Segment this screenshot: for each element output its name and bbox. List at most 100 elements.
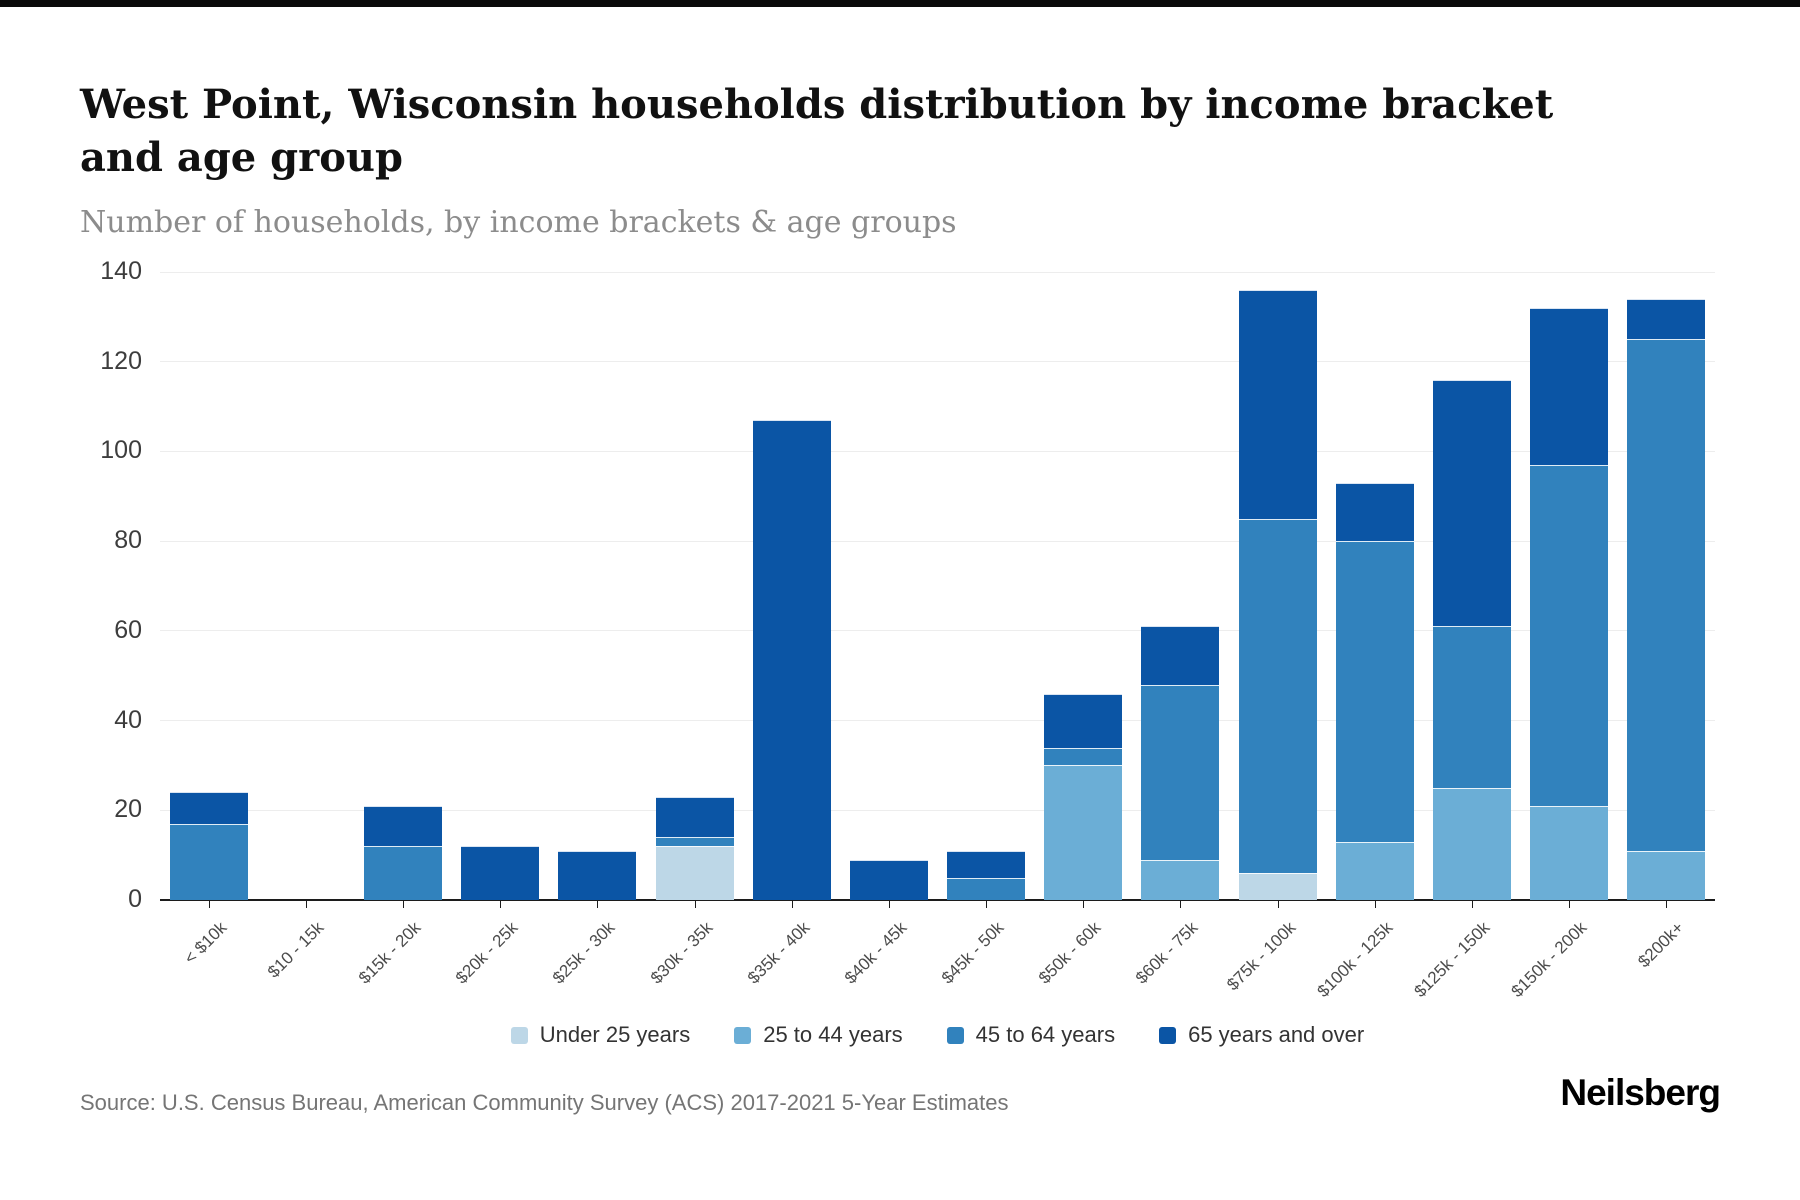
bar-< $10k bbox=[170, 792, 248, 900]
x-axis-tick-label: $75k - 100k bbox=[1222, 918, 1300, 995]
bar-segment[interactable] bbox=[947, 877, 1025, 900]
legend-label: 25 to 44 years bbox=[763, 1022, 903, 1047]
x-axis-tick bbox=[888, 901, 890, 908]
legend-item[interactable]: 65 years and over bbox=[1159, 1022, 1364, 1048]
bar-segment[interactable] bbox=[1530, 464, 1608, 806]
bar-segment[interactable] bbox=[1239, 289, 1317, 519]
bar-segment[interactable] bbox=[1336, 482, 1414, 542]
x-axis-tick bbox=[986, 901, 988, 908]
bar-$150k - 200k bbox=[1530, 307, 1608, 900]
bar-segment[interactable] bbox=[1044, 765, 1122, 900]
bar-$45k - 50k bbox=[947, 850, 1025, 900]
bar-segment[interactable] bbox=[1044, 747, 1122, 766]
bar-segment[interactable] bbox=[1141, 626, 1219, 685]
bar-segment[interactable] bbox=[1627, 339, 1705, 851]
x-axis-line bbox=[160, 899, 1715, 901]
bar-$100k - 125k bbox=[1336, 482, 1414, 900]
legend-item[interactable]: Under 25 years bbox=[510, 1022, 690, 1048]
x-axis-tick bbox=[1472, 901, 1474, 908]
bar-segment[interactable] bbox=[170, 823, 248, 900]
y-axis-tick-label: 60 bbox=[114, 615, 142, 644]
bar-segment[interactable] bbox=[1044, 693, 1122, 748]
x-axis-tick bbox=[500, 901, 502, 908]
brand-logo: Neilsberg bbox=[1560, 1072, 1721, 1113]
bar-$25k - 30k bbox=[558, 850, 636, 900]
legend-swatch-icon bbox=[1159, 1026, 1177, 1044]
bar-segment[interactable] bbox=[1433, 787, 1511, 900]
bar-segment[interactable] bbox=[1239, 518, 1317, 874]
legend-item[interactable]: 45 to 64 years bbox=[946, 1022, 1116, 1048]
bar-segment[interactable] bbox=[364, 846, 442, 900]
bar-segment[interactable] bbox=[1336, 841, 1414, 900]
y-axis-tick-label: 80 bbox=[114, 526, 142, 555]
y-axis-tick-label: 140 bbox=[100, 257, 142, 285]
bar-segment[interactable] bbox=[656, 846, 734, 900]
bar-$75k - 100k bbox=[1239, 289, 1317, 900]
x-axis-tick bbox=[402, 901, 404, 908]
bar-segment[interactable] bbox=[1530, 805, 1608, 900]
bar-segment[interactable] bbox=[1627, 298, 1705, 340]
source-attribution: Source: U.S. Census Bureau, American Com… bbox=[80, 1090, 1009, 1115]
bar-$50k - 60k bbox=[1044, 693, 1122, 900]
gridline bbox=[160, 271, 1715, 273]
x-axis-tick-label: $200k+ bbox=[1634, 918, 1688, 972]
x-axis-tick-label: $125k - 150k bbox=[1410, 918, 1494, 1001]
gridline bbox=[160, 720, 1715, 722]
bar-segment[interactable] bbox=[753, 420, 831, 900]
y-axis-tick-label: 0 bbox=[128, 885, 142, 913]
legend-label: 65 years and over bbox=[1188, 1022, 1365, 1047]
bar-segment[interactable] bbox=[850, 859, 928, 900]
x-axis-tick-label: $10 - 15k bbox=[263, 918, 328, 982]
gridline bbox=[160, 540, 1715, 542]
bar-segment[interactable] bbox=[1141, 684, 1219, 860]
legend: Under 25 years 25 to 44 years 45 to 64 yea… bbox=[160, 1022, 1715, 1048]
bar-segment[interactable] bbox=[1336, 541, 1414, 842]
bar-segment[interactable] bbox=[558, 850, 636, 900]
x-axis-tick bbox=[791, 901, 793, 908]
y-axis-tick-label: 20 bbox=[114, 795, 142, 824]
plot-area bbox=[160, 271, 1715, 901]
bar-segment[interactable] bbox=[1530, 307, 1608, 465]
bar-$35k - 40k bbox=[753, 420, 831, 900]
gridline bbox=[160, 630, 1715, 632]
bar-segment[interactable] bbox=[656, 837, 734, 847]
x-axis-tick-label: $100k - 125k bbox=[1313, 918, 1397, 1001]
gridline bbox=[160, 450, 1715, 452]
x-axis-tick bbox=[1180, 901, 1182, 908]
legend-label: 45 to 64 years bbox=[975, 1022, 1116, 1047]
bar-segment[interactable] bbox=[364, 805, 442, 847]
legend-swatch-icon bbox=[510, 1026, 528, 1044]
bar-segment[interactable] bbox=[1239, 873, 1317, 900]
x-axis-tick-label: $60k - 75k bbox=[1132, 918, 1202, 988]
x-axis-tick bbox=[1569, 901, 1571, 908]
y-axis-tick-label: 40 bbox=[114, 705, 142, 734]
x-axis-tick-label: < $10k bbox=[180, 918, 231, 968]
bar-$40k - 45k bbox=[850, 859, 928, 900]
legend-item[interactable]: 25 to 44 years bbox=[734, 1022, 903, 1048]
x-axis-tick-label: $20k - 25k bbox=[452, 918, 522, 988]
bar-segment[interactable] bbox=[1433, 379, 1511, 627]
bar-segment[interactable] bbox=[1627, 850, 1705, 900]
y-axis-tick-label: 120 bbox=[100, 346, 142, 375]
bar-segment[interactable] bbox=[170, 792, 248, 824]
x-axis-tick-label: $15k - 20k bbox=[354, 918, 425, 988]
bar-$60k - 75k bbox=[1141, 626, 1219, 900]
x-axis-tick bbox=[694, 901, 696, 908]
bar-segment[interactable] bbox=[1433, 626, 1511, 788]
bar-segment[interactable] bbox=[1141, 859, 1219, 900]
bar-$15k - 20k bbox=[364, 805, 442, 900]
x-axis-tick-label: $45k - 50k bbox=[937, 918, 1008, 988]
x-axis-tick-label: $35k - 40k bbox=[743, 918, 814, 988]
chart-title: West Point, Wisconsin households distrib… bbox=[80, 80, 1554, 181]
x-axis-tick bbox=[1083, 901, 1085, 908]
bar-segment[interactable] bbox=[947, 850, 1025, 878]
x-axis-tick bbox=[1374, 901, 1376, 908]
x-axis-tick bbox=[208, 901, 210, 908]
bar-segment[interactable] bbox=[656, 796, 734, 838]
x-axis-tick-label: $25k - 30k bbox=[549, 918, 619, 988]
bar-segment[interactable] bbox=[461, 846, 539, 900]
x-axis-tick-label: $150k - 200k bbox=[1507, 918, 1591, 1001]
legend-swatch-icon bbox=[734, 1026, 752, 1044]
x-axis-tick bbox=[305, 901, 307, 908]
x-axis-tick bbox=[1277, 901, 1279, 908]
